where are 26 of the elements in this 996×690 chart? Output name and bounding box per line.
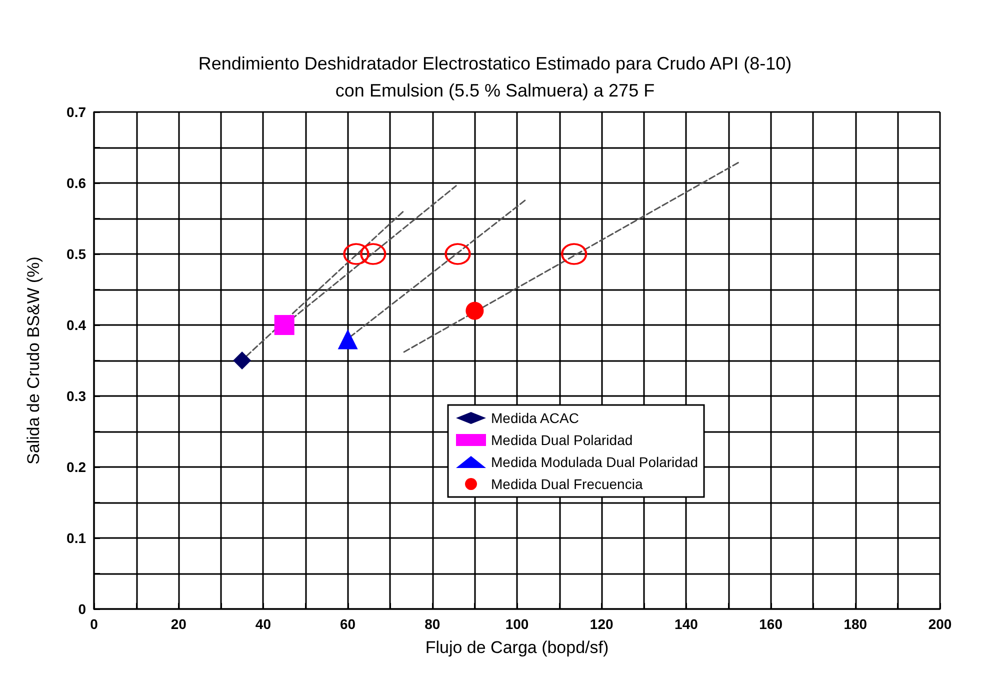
x-tick-label: 0 (90, 616, 98, 632)
x-tick-label: 60 (340, 616, 356, 632)
y-tick-label: 0 (78, 601, 86, 617)
x-tick-label: 200 (928, 616, 952, 632)
y-tick-label: 0.4 (66, 317, 86, 333)
y-tick-label: 0.2 (66, 459, 86, 475)
x-tick-label: 100 (505, 616, 529, 632)
x-tick-label: 20 (170, 616, 187, 632)
x-tick-label: 120 (590, 616, 614, 632)
x-tick-label: 40 (255, 616, 272, 632)
legend-label: Medida Modulada Dual Polaridad (491, 454, 698, 470)
x-tick-label: 80 (424, 616, 440, 632)
y-tick-label: 0.3 (66, 388, 86, 404)
y-tick-label: 0.7 (66, 104, 86, 120)
y-tick-label: 0.6 (66, 175, 86, 191)
x-axis-title: Flujo de Carga (bopd/sf) (425, 638, 609, 657)
x-tick-label: 180 (844, 616, 868, 632)
x-tick-label: 160 (759, 616, 783, 632)
y-axis-title: Salida de Crudo BS&W (%) (24, 256, 43, 464)
chart-title: Rendimiento Deshidratador Electrostatico Estimado para Crudo API (8-10) con Emulsion (5.5 % Salmuera) a 275 F (198, 54, 792, 100)
legend-label: Medida Dual Polaridad (491, 432, 633, 448)
x-tick-label: 140 (674, 616, 698, 632)
y-tick-label: 0.1 (66, 530, 86, 546)
legend-label: Medida Dual Frecuencia (491, 476, 643, 492)
legend-label: Medida ACAC (491, 410, 579, 426)
y-tick-label: 0.5 (66, 246, 86, 262)
